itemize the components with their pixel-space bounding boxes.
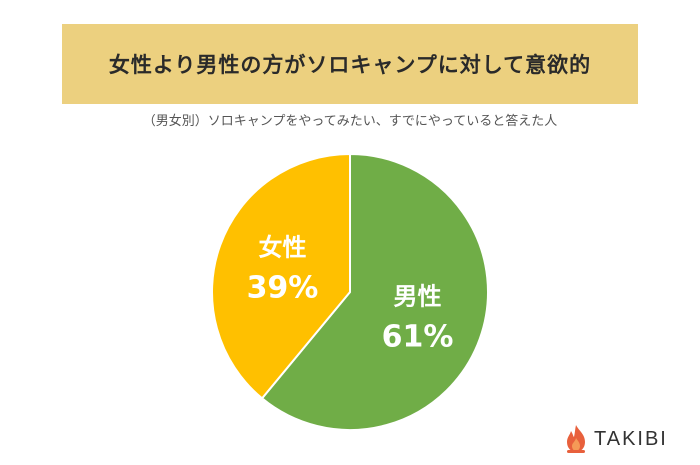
slice-label-male: 男性 xyxy=(394,282,442,310)
brand-name: TAKIBI xyxy=(594,427,668,450)
slice-value-female: 39% xyxy=(247,271,319,306)
title-banner: 女性より男性の方がソロキャンプに対して意欲的 xyxy=(62,24,638,104)
slice-value-male: 61% xyxy=(382,319,454,354)
flame-icon xyxy=(567,425,585,453)
chart-title: 女性より男性の方がソロキャンプに対して意欲的 xyxy=(108,53,592,77)
pie-slice-male xyxy=(260,152,489,431)
slice-label-female: 女性 xyxy=(258,234,306,262)
pie-slice-female xyxy=(211,152,351,400)
brand-logo: TAKIBI xyxy=(563,424,668,454)
chart-subtitle: （男女別）ソロキャンプをやってみたい、すでにやっていると答えた人 xyxy=(142,114,558,129)
